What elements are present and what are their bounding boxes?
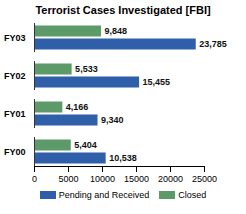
svg-text:9,848: 9,848 [104,26,127,36]
svg-text:FY02: FY02 [4,71,26,81]
html-text:Pending and Received: Pending and Received [58,190,150,200]
svg-text:23,785: 23,785 [199,39,227,49]
html-text:Closed: Closed [178,190,207,200]
svg-text:15000: 15000 [124,174,149,184]
svg-text:FY01: FY01 [4,109,26,119]
svg-text:FY03: FY03 [4,33,26,43]
svg-text:25000: 25000 [192,174,217,184]
svg-text:20000: 20000 [158,174,183,184]
svg-text:10,538: 10,538 [109,153,137,163]
svg-text:FY00: FY00 [4,147,26,157]
svg-text:15,455: 15,455 [143,77,171,87]
html-text:Terrorist Cases Investigated [: Terrorist Cases Investigated [FBI] [35,4,211,16]
svg-text:9,340: 9,340 [101,115,124,125]
svg-text:5,533: 5,533 [75,64,98,74]
svg-text:5,404: 5,404 [74,140,97,150]
svg-text:0: 0 [32,174,37,184]
svg-text:5000: 5000 [58,174,78,184]
svg-text:10000: 10000 [90,174,115,184]
svg-text:4,166: 4,166 [66,102,89,112]
